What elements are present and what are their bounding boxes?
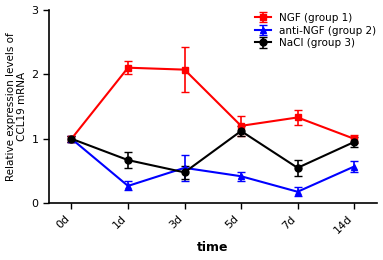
Legend: NGF (group 1), anti-NGF (group 2), NaCl (group 3): NGF (group 1), anti-NGF (group 2), NaCl … (253, 11, 378, 50)
Y-axis label: Relative expression levels of
CCL19 mRNA: Relative expression levels of CCL19 mRNA (6, 32, 27, 181)
X-axis label: time: time (197, 242, 229, 255)
